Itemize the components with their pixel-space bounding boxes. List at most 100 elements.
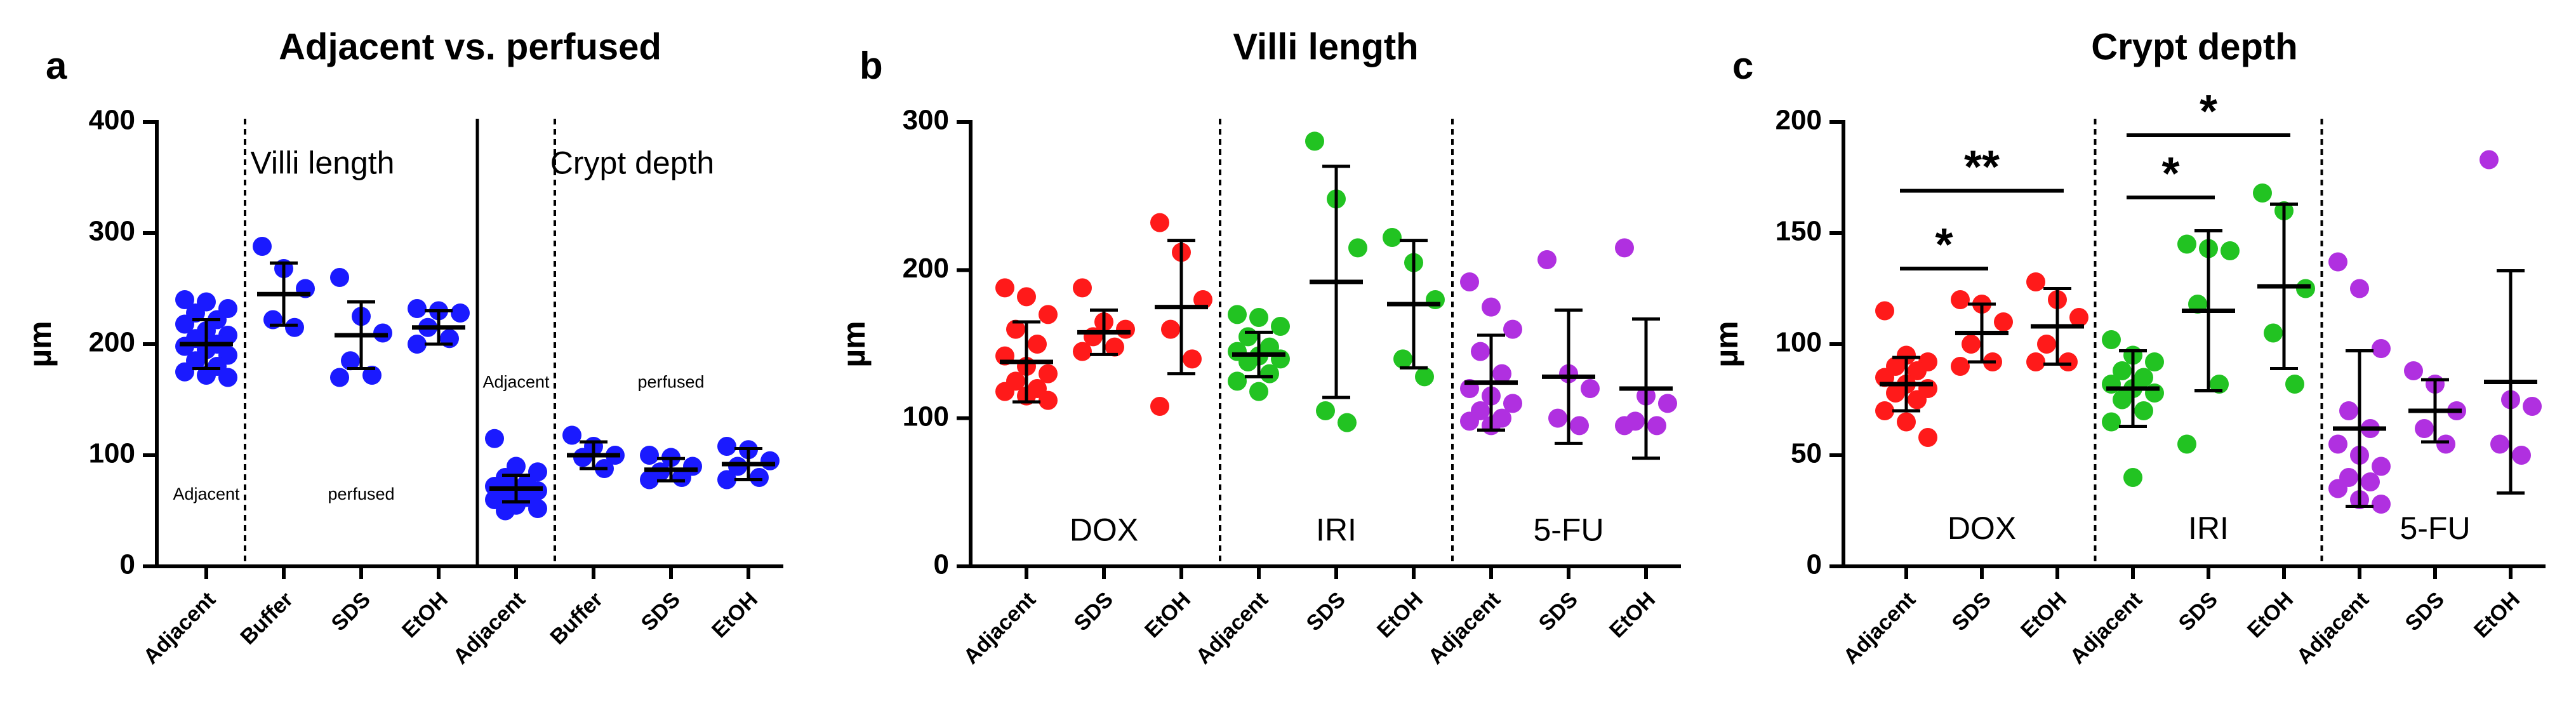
y-tick-label: 200 <box>903 253 949 284</box>
y-tick-label: 200 <box>89 327 135 358</box>
data-point <box>1548 408 1567 428</box>
data-point <box>1039 305 1058 324</box>
x-tick-label: EtOH <box>2469 587 2525 643</box>
data-point <box>640 446 659 465</box>
data-point <box>285 317 304 337</box>
data-point <box>197 366 216 385</box>
y-axis-label: µm <box>22 321 58 367</box>
data-point <box>1908 390 1927 410</box>
data-point <box>2361 472 2380 491</box>
sub-label: perfused <box>637 372 704 391</box>
x-tick-label: SDS <box>2174 587 2222 636</box>
data-point <box>2253 183 2272 203</box>
x-tick-label: SDS <box>637 587 685 636</box>
section-label: DOX <box>1070 512 1138 548</box>
x-tick-label: SDS <box>2401 587 2449 636</box>
data-point <box>2372 456 2391 476</box>
data-point <box>995 278 1014 298</box>
data-point <box>2026 352 2045 371</box>
data-point <box>1348 238 1367 258</box>
significance-label: * <box>2161 149 2179 199</box>
data-point <box>1017 287 1036 307</box>
data-point <box>2372 495 2391 514</box>
data-point <box>2210 375 2229 394</box>
data-point <box>2145 352 2164 371</box>
x-tick-label: Adjacent <box>139 587 220 669</box>
data-point <box>2328 252 2347 272</box>
data-point <box>1581 379 1600 398</box>
data-point <box>485 429 504 448</box>
data-point <box>341 351 360 371</box>
data-point <box>1105 337 1124 357</box>
sub-label: Adjacent <box>173 484 240 503</box>
data-point <box>1951 357 1970 376</box>
section-label: Crypt depth <box>550 145 714 180</box>
x-tick-label: EtOH <box>1140 587 1195 643</box>
data-point <box>995 382 1014 401</box>
x-tick-label: EtOH <box>1605 587 1660 643</box>
panel-letter: c <box>1732 44 1753 87</box>
data-point <box>175 314 194 334</box>
data-point <box>253 237 272 256</box>
data-point <box>1338 413 1357 432</box>
chart-title: Adjacent vs. perfused <box>279 26 661 67</box>
data-point <box>1615 238 1634 258</box>
data-point <box>1460 411 1479 431</box>
y-tick-label: 100 <box>903 401 949 432</box>
data-point <box>717 437 736 456</box>
data-point <box>1875 301 1894 321</box>
x-tick-label: SDS <box>1070 587 1118 636</box>
data-point <box>1875 401 1894 420</box>
y-tick-label: 0 <box>120 549 135 580</box>
data-point <box>2415 419 2434 438</box>
data-point <box>1918 428 1937 447</box>
data-point <box>1006 319 1025 339</box>
x-tick-label: Buffer <box>545 587 607 650</box>
data-point <box>2037 335 2056 354</box>
data-point <box>1150 397 1169 416</box>
data-point <box>1962 335 1981 354</box>
data-point <box>1658 394 1677 413</box>
data-point <box>2123 468 2142 487</box>
data-point <box>175 362 194 382</box>
section-label: 5-FU <box>2400 510 2470 546</box>
x-tick-label: Adjacent <box>2292 587 2374 669</box>
data-point <box>2113 390 2132 410</box>
data-point <box>1393 349 1412 369</box>
chart-title: Crypt depth <box>2091 26 2297 67</box>
data-point <box>1492 364 1511 383</box>
data-point <box>1249 382 1268 401</box>
data-point <box>218 368 237 387</box>
x-tick-label: Adjacent <box>2066 587 2147 669</box>
x-tick-label: Adjacent <box>449 587 530 669</box>
data-point <box>1908 361 1927 380</box>
data-point <box>1886 383 1905 403</box>
x-tick-label: SDS <box>1302 587 1350 636</box>
significance-label: * <box>2200 86 2217 137</box>
y-tick-label: 300 <box>89 216 135 247</box>
x-tick-label: EtOH <box>707 587 762 643</box>
significance-label: ** <box>1964 142 2000 193</box>
data-point <box>2436 434 2455 454</box>
data-point <box>1271 317 1290 336</box>
x-tick-label: SDS <box>1948 587 1996 636</box>
x-tick-label: EtOH <box>2243 587 2298 643</box>
section-label: IRI <box>1316 512 1357 548</box>
data-point <box>1615 416 1634 436</box>
data-point <box>1150 213 1169 232</box>
significance-label: * <box>1935 220 1953 270</box>
data-point <box>1073 278 1092 298</box>
data-point <box>1073 342 1092 361</box>
data-point <box>1260 364 1279 383</box>
x-tick-label: Buffer <box>236 587 298 650</box>
y-tick-label: 100 <box>89 438 135 469</box>
data-point <box>1249 308 1268 327</box>
data-point <box>408 335 427 354</box>
data-point <box>528 499 547 518</box>
data-point <box>2221 241 2240 260</box>
y-tick-label: 150 <box>1776 216 1822 247</box>
x-tick-label: SDS <box>327 587 375 636</box>
data-point <box>2059 352 2078 371</box>
data-point <box>1415 367 1434 387</box>
data-point <box>1503 319 1522 339</box>
